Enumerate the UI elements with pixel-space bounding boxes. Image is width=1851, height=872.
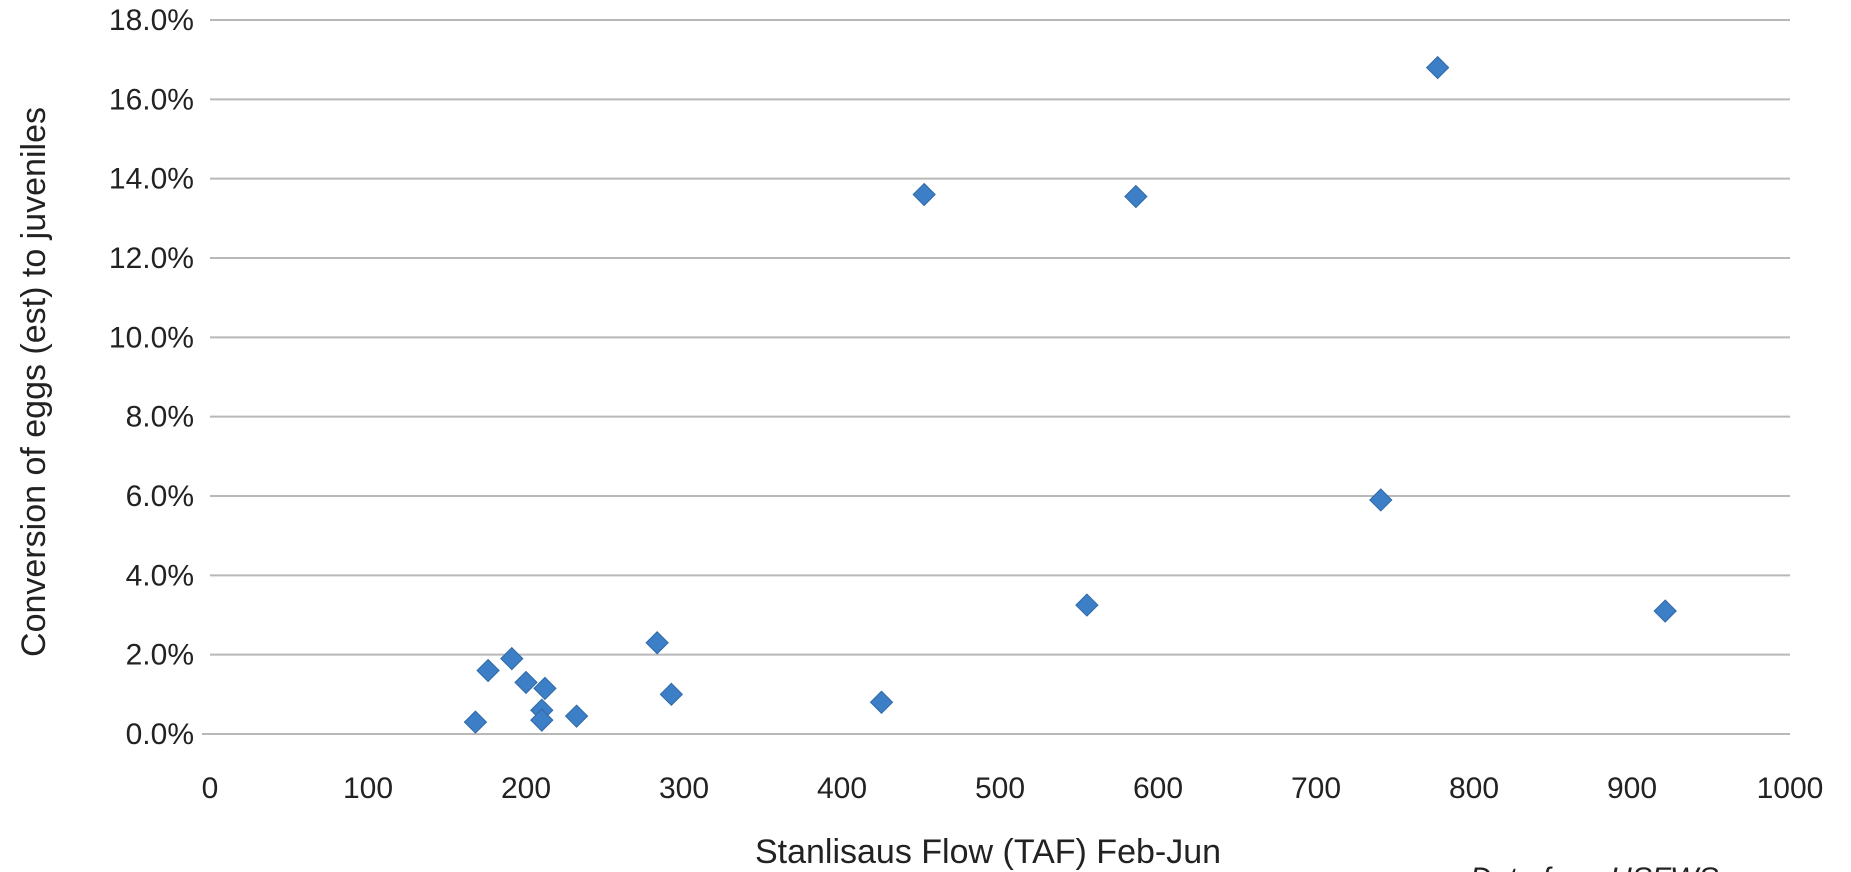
data-point [514, 670, 538, 695]
data-point [1369, 488, 1393, 512]
x-tick-label: 1000 [1757, 772, 1824, 805]
data-point [1425, 55, 1450, 80]
x-axis-title: Stanlisaus Flow (TAF) Feb-Jun [755, 833, 1221, 871]
data-point [530, 708, 554, 732]
x-tick-label: 400 [817, 772, 867, 805]
y-axis-title: Conversion of eggs (est) to juveniles [15, 107, 53, 657]
data-point [1653, 599, 1677, 623]
x-tick-label: 600 [1133, 772, 1183, 805]
y-tick-label: 6.0% [126, 480, 194, 513]
x-tick-label: 0 [202, 772, 219, 805]
y-tick-label: 0.0% [126, 718, 194, 751]
y-tick-label: 16.0% [109, 83, 194, 116]
y-tick-label: 12.0% [109, 242, 194, 275]
y-tick-label: 18.0% [109, 4, 194, 37]
y-tick-labels: 0.0% 2.0% 4.0% 6.0% 8.0% 10.0% 12.0% 14.0% 16.0%… [109, 4, 194, 751]
y-tick-label: 14.0% [109, 163, 194, 196]
data-point [659, 682, 684, 707]
data-point [463, 710, 488, 734]
x-tick-label: 200 [501, 772, 551, 805]
x-tick-label: 300 [659, 772, 709, 805]
data-point [476, 658, 500, 683]
x-tick-label: 900 [1607, 772, 1657, 805]
x-tick-label: 700 [1291, 772, 1341, 805]
x-tick-label: 500 [975, 772, 1025, 805]
data-point [645, 631, 669, 655]
data-point [564, 704, 589, 728]
y-tick-label: 8.0% [126, 401, 194, 434]
data-point [912, 182, 936, 207]
data-point [500, 646, 524, 671]
x-tick-label: 800 [1449, 772, 1499, 805]
x-tick-label: 100 [343, 772, 393, 805]
data-points [463, 55, 1677, 734]
data-point [533, 676, 557, 701]
data-point [869, 690, 894, 714]
gridlines [202, 19, 1790, 735]
y-tick-label: 4.0% [126, 559, 194, 592]
source-note: Data from USFWS [1470, 862, 1718, 872]
y-tick-label: 2.0% [126, 639, 194, 672]
data-point [1075, 593, 1099, 617]
x-tick-labels: 0 100 200 300 400 500 600 700 800 900 1000 [202, 772, 1824, 805]
y-tick-label: 10.0% [109, 321, 194, 354]
data-point [1124, 184, 1148, 209]
